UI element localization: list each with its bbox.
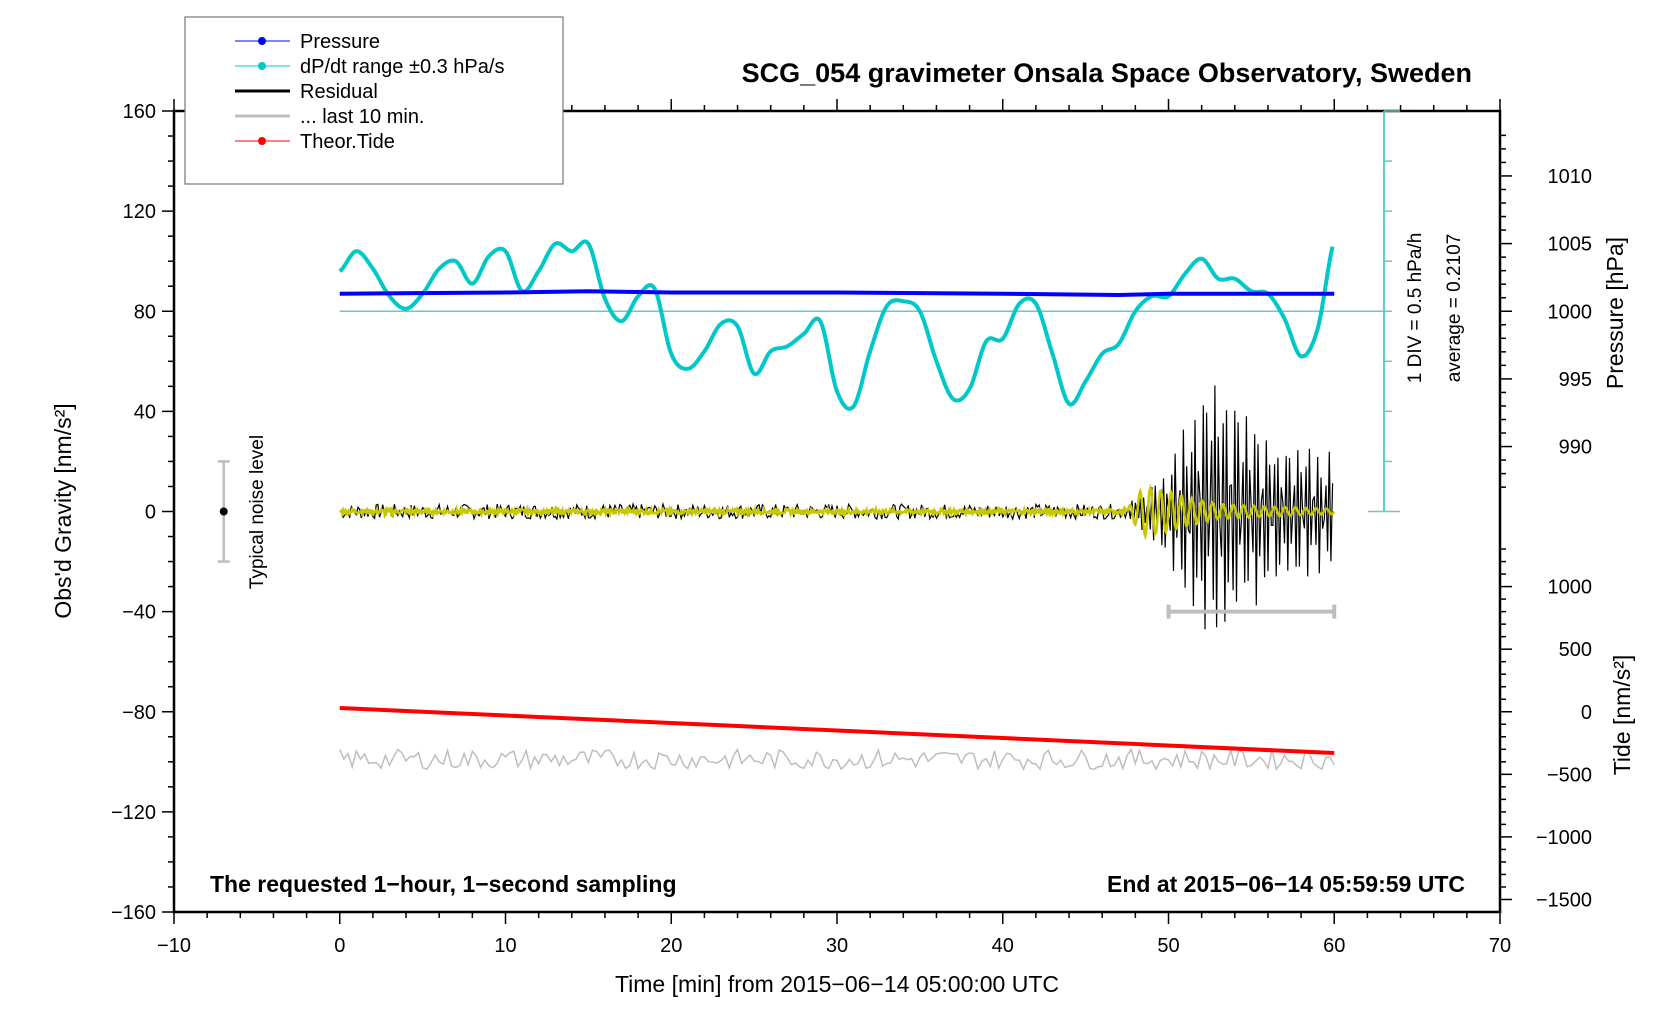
tide-tick-label: −1500	[1536, 889, 1592, 911]
x-tick-label: 20	[660, 935, 682, 957]
y-left-tick-label: 160	[123, 101, 156, 123]
legend: Pressure dP/dt range ±0.3 hPa/s Residual..…	[184, 16, 564, 185]
x-tick-label: 50	[1157, 935, 1179, 957]
tide-tick-label: −1000	[1536, 827, 1592, 849]
y-left-tick-labels: 160 120 80 40 0 −40 −80 −120 −160	[111, 101, 156, 924]
x-tick-label: 30	[826, 935, 848, 957]
tide-tick-labels: 1000 500 0 −500 −1000 −1500	[1536, 577, 1592, 912]
y-left-tick-label: 80	[134, 301, 156, 323]
y-left-tick-label: −40	[122, 602, 156, 624]
y-left-tick-label: 120	[123, 201, 156, 223]
x-axis-title: Time [min] from 2015−06−14 05:00:00 UTC	[615, 971, 1059, 997]
y-left-tick-label: −120	[111, 802, 156, 824]
legend-swatch-dot	[258, 137, 266, 145]
tide-tick-label: 0	[1581, 702, 1592, 724]
pressure-tick-label: 1005	[1548, 234, 1593, 256]
pressure-tick-label: 995	[1559, 369, 1592, 391]
legend-label: Residual	[300, 81, 378, 103]
pressure-tick-label: 1000	[1548, 301, 1593, 323]
tide-tick-label: 500	[1559, 639, 1592, 661]
x-tick-labels: −10 0 10 20 30 40 50 60 70	[157, 935, 1511, 957]
filtered-residual-line	[339, 483, 1336, 541]
y-left-tick-label: 0	[145, 502, 156, 524]
legend-swatch-dot	[258, 37, 266, 45]
pressure-axis-title: Pressure [hPa]	[1602, 237, 1628, 389]
chart-title: SCG_054 gravimeter Onsala Space Observat…	[742, 58, 1472, 88]
legend-label: ... last 10 min.	[300, 106, 425, 128]
footer-left-label: The requested 1−hour, 1−second sampling	[210, 871, 677, 897]
legend-box	[184, 16, 564, 185]
y-left-axis-title: Obs'd Gravity [nm/s²]	[50, 403, 76, 618]
pressure-tick-label: 1010	[1548, 166, 1593, 188]
average-label: average = 0.2107	[1444, 234, 1465, 382]
pressure-tick-labels: 1010 1005 1000 995 990	[1548, 166, 1593, 459]
tide-axis-title: Tide [nm/s²]	[1609, 655, 1635, 776]
legend-label: Theor.Tide	[300, 131, 395, 153]
x-tick-label: 10	[494, 935, 516, 957]
tide-tick-label: 1000	[1548, 577, 1593, 599]
pressure-tick-label: 990	[1559, 437, 1592, 459]
tide-tick-label: −500	[1547, 764, 1592, 786]
x-tick-label: 60	[1323, 935, 1345, 957]
x-tick-label: 40	[992, 935, 1014, 957]
dpdt-scale-label: 1 DIV = 0.5 hPa/h	[1405, 233, 1426, 384]
x-tick-label: 70	[1489, 935, 1511, 957]
y-left-tick-label: 40	[134, 401, 156, 423]
tide-series-line	[339, 705, 1335, 756]
noise-level-label: Typical noise level	[247, 435, 268, 589]
y-left-tick-label: −80	[122, 702, 156, 724]
series-layer	[217, 110, 1400, 772]
x-tick-label: −10	[157, 935, 191, 957]
footer-right-label: End at 2015−06−14 05:59:59 UTC	[1107, 871, 1465, 897]
x-tick-label: 0	[334, 935, 345, 957]
last-10min-series-line	[339, 746, 1335, 772]
noise-level-dot	[219, 507, 228, 516]
pressure-series-line	[339, 289, 1335, 297]
legend-label: dP/dt range ±0.3 hPa/s	[300, 56, 504, 78]
legend-label: Pressure	[300, 31, 380, 53]
y-left-tick-label: −160	[111, 902, 156, 924]
dpdt-series-line	[338, 239, 1335, 411]
legend-swatch-dot	[258, 62, 266, 70]
